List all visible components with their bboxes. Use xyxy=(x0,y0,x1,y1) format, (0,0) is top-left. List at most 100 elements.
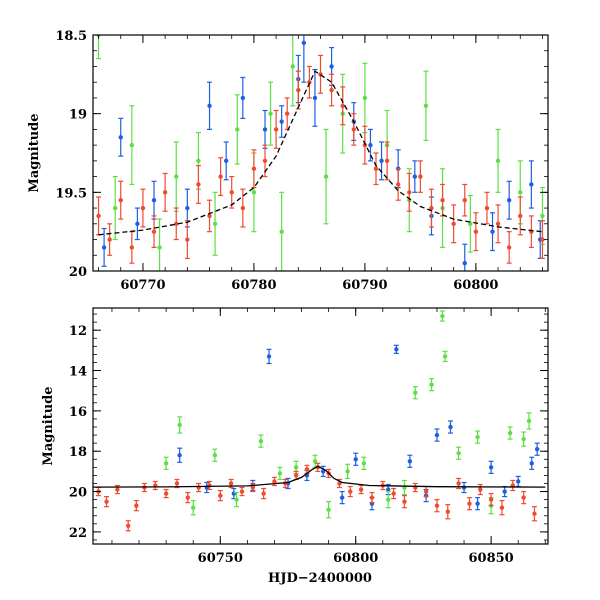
top-y-tick-label: 19.5 xyxy=(55,186,87,201)
top-model-curve xyxy=(98,70,543,236)
bottom-data-point xyxy=(339,495,345,500)
top-data-point xyxy=(473,229,479,234)
top-data-point xyxy=(451,221,456,226)
top-data-point xyxy=(429,205,434,211)
top-data-point xyxy=(185,205,190,211)
top-data-point xyxy=(329,87,334,93)
bottom-data-point xyxy=(239,489,245,494)
top-data-point xyxy=(301,40,307,46)
top-data-point xyxy=(262,127,268,132)
bottom-panel-frame xyxy=(92,307,549,545)
bottom-data-point xyxy=(326,507,331,512)
bottom-data-point xyxy=(218,493,223,498)
top-data-point xyxy=(440,198,445,203)
bottom-y-tick-label: 22 xyxy=(69,526,87,541)
bottom-data-point xyxy=(163,461,169,466)
bottom-y-tick-label: 20 xyxy=(69,486,87,501)
bottom-y-axis-label: Magnitude xyxy=(41,386,56,465)
bottom-data-point xyxy=(475,434,480,440)
top-data-point xyxy=(129,245,135,250)
bottom-data-point xyxy=(207,483,212,488)
bottom-data-point xyxy=(423,489,429,494)
bottom-data-point xyxy=(445,509,450,514)
bottom-data-point xyxy=(348,489,353,494)
bottom-y-tick-label: 14 xyxy=(69,365,87,380)
bottom-data-point xyxy=(442,354,448,359)
bottom-data-point xyxy=(526,418,532,424)
top-data-point xyxy=(395,182,401,187)
top-x-tick-label: 60800 xyxy=(453,278,498,293)
bottom-data-point xyxy=(434,503,440,508)
top-data-point xyxy=(362,95,368,101)
top-data-point xyxy=(362,142,368,148)
top-data-point xyxy=(174,221,179,226)
bottom-data-point xyxy=(304,467,310,472)
bottom-x-tick-label: 60800 xyxy=(333,551,378,566)
top-data-point xyxy=(468,221,473,226)
top-data-point xyxy=(135,221,140,226)
top-data-point xyxy=(129,142,135,148)
bottom-data-point xyxy=(250,485,255,490)
top-series-2 xyxy=(96,54,545,264)
bottom-data-point xyxy=(407,459,413,464)
top-data-point xyxy=(251,166,257,171)
top-data-point xyxy=(212,221,218,226)
top-series-1 xyxy=(96,35,545,271)
bottom-data-point xyxy=(534,446,540,452)
bottom-data-point xyxy=(502,489,507,494)
bottom-panel-ticks: 60750 60800 60850 12 14 16 18 20 22 xyxy=(69,308,548,566)
top-data-point xyxy=(506,198,512,203)
bottom-data-point xyxy=(126,523,131,529)
top-data-point xyxy=(262,158,268,164)
top-data-point xyxy=(151,198,157,203)
top-data-point xyxy=(490,229,495,234)
top-data-point xyxy=(207,103,212,109)
top-data-point xyxy=(462,260,467,266)
bottom-data-point xyxy=(261,491,266,496)
bottom-y-tick-label: 16 xyxy=(69,405,87,420)
top-data-point xyxy=(196,158,201,164)
top-data-point xyxy=(140,205,146,211)
top-data-point xyxy=(462,198,467,203)
bottom-series-2 xyxy=(95,462,537,532)
bottom-y-tick-label: 18 xyxy=(69,445,87,460)
top-y-tick-label: 20 xyxy=(69,265,87,280)
top-x-tick-label: 60790 xyxy=(342,278,387,293)
bottom-data-point xyxy=(467,501,472,506)
bottom-data-point xyxy=(461,485,467,490)
top-x-tick-label: 60780 xyxy=(231,278,276,293)
top-data-point xyxy=(151,229,157,234)
bottom-data-point xyxy=(521,495,526,500)
top-data-point xyxy=(296,87,301,93)
top-data-point xyxy=(323,174,329,179)
bottom-data-point xyxy=(266,354,272,359)
bottom-x-tick-label: 60850 xyxy=(469,551,514,566)
bottom-data-point xyxy=(212,453,218,458)
bottom-data-point xyxy=(413,390,418,395)
top-data-point xyxy=(285,111,290,116)
top-data-point xyxy=(351,127,356,132)
top-y-axis-label: Magnitude xyxy=(27,113,42,192)
bottom-data-point xyxy=(402,499,407,504)
top-data-point xyxy=(290,64,295,69)
top-data-point xyxy=(495,221,501,226)
top-data-point xyxy=(112,205,118,211)
top-data-point xyxy=(407,190,412,195)
top-panel-data xyxy=(96,35,545,271)
top-y-tick-label: 19 xyxy=(69,108,87,123)
bottom-data-point xyxy=(293,473,299,478)
bottom-data-point xyxy=(174,481,180,486)
top-y-tick-label: 18.5 xyxy=(55,29,87,44)
bottom-x-axis-label: HJD−2400000 xyxy=(268,571,372,586)
bottom-panel: 60750 60800 60850 12 14 16 18 20 22 Magnitude HJ… xyxy=(41,307,549,586)
top-data-point xyxy=(484,205,490,211)
bottom-data-point xyxy=(394,347,399,352)
bottom-data-point xyxy=(488,465,494,470)
bottom-data-point xyxy=(434,432,440,438)
bottom-data-point xyxy=(115,487,120,492)
bottom-data-point xyxy=(177,422,182,428)
top-data-point xyxy=(518,213,523,219)
top-data-point xyxy=(273,127,279,132)
top-data-point xyxy=(162,190,168,195)
